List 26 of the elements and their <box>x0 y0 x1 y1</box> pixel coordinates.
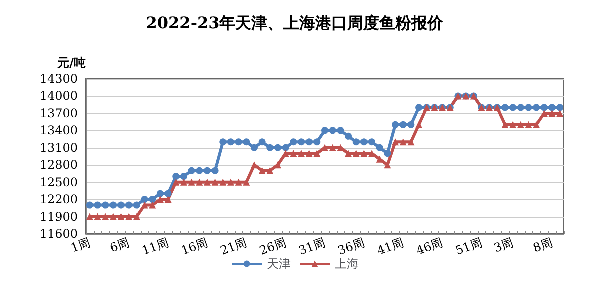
y-tick-label: 12500 <box>40 175 78 190</box>
y-tick-label: 12200 <box>40 192 78 207</box>
x-tick-label: 6周 <box>108 235 132 256</box>
x-tick-label: 41周 <box>375 235 406 258</box>
y-tick-label: 14300 <box>40 72 78 86</box>
y-tick-label: 13400 <box>40 124 78 138</box>
y-tick-label: 11900 <box>40 210 78 224</box>
legend-label: 天津 <box>267 257 291 271</box>
x-tick-label: 8周 <box>531 235 555 256</box>
x-tick-label: 46周 <box>414 235 445 258</box>
x-tick-label: 16周 <box>179 235 210 258</box>
y-axis-title: 元/吨 <box>56 56 86 70</box>
y-tick-label: 12800 <box>40 158 78 172</box>
x-tick-label: 31周 <box>296 235 328 258</box>
x-tick-label: 21周 <box>218 235 250 258</box>
y-tick-label: 13100 <box>40 140 78 155</box>
x-tick-label: 11周 <box>140 235 171 258</box>
x-tick-label: 3周 <box>492 235 516 256</box>
y-tick-label: 11600 <box>40 227 78 241</box>
x-tick-label: 26周 <box>258 235 288 258</box>
legend-label: 上海 <box>335 257 359 271</box>
x-tick-label: 36周 <box>336 235 367 258</box>
x-tick-label: 51周 <box>454 235 484 258</box>
chart-title: 2022-23年天津、上海港口周度鱼粉报价 <box>146 14 445 32</box>
y-tick-label: 13700 <box>40 106 78 120</box>
y-tick-label: 14000 <box>40 89 78 104</box>
